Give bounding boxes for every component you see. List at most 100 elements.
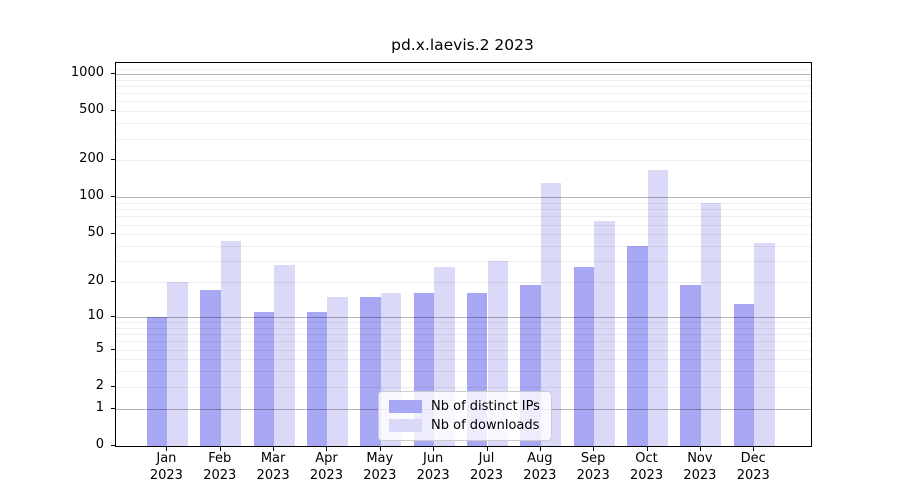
x-tick-year: 2023 bbox=[736, 467, 770, 483]
x-tick-label: Jul 2023 bbox=[459, 451, 515, 484]
y-tick-label: 1 bbox=[95, 399, 104, 415]
x-tick-year: 2023 bbox=[523, 467, 557, 483]
y-tick-label: 0 bbox=[95, 437, 104, 452]
bar-distinct-ips bbox=[626, 246, 648, 446]
x-tick-label: Mar 2023 bbox=[245, 451, 301, 484]
gridline bbox=[116, 138, 811, 140]
y-tick-mark bbox=[111, 159, 115, 161]
bar-distinct-ips bbox=[360, 296, 381, 446]
gridline bbox=[116, 123, 811, 125]
y-tick-label: 10 bbox=[87, 307, 104, 323]
legend-label-distinct-ips: Nb of distinct IPs bbox=[431, 399, 540, 414]
y-tick-mark bbox=[111, 407, 115, 409]
x-tick-mark bbox=[699, 447, 701, 451]
legend-row-distinct-ips: Nb of distinct IPs bbox=[389, 397, 540, 416]
x-tick-month: Feb bbox=[208, 451, 232, 466]
x-tick-month: Apr bbox=[315, 451, 338, 466]
x-tick-month: Jun bbox=[422, 451, 444, 466]
gridline bbox=[116, 316, 811, 318]
x-tick-mark bbox=[593, 447, 595, 451]
x-tick-label: Dec 2023 bbox=[725, 451, 781, 484]
gridline bbox=[116, 349, 811, 351]
gridline bbox=[116, 111, 811, 113]
bar-downloads bbox=[754, 243, 775, 446]
y-tick-mark bbox=[111, 110, 115, 112]
x-tick-month: Oct bbox=[635, 451, 658, 466]
x-tick-label: Apr 2023 bbox=[298, 451, 354, 484]
gridline bbox=[116, 197, 811, 199]
x-tick-year: 2023 bbox=[469, 467, 504, 483]
x-tick-year: 2023 bbox=[416, 467, 450, 483]
bar-distinct-ips bbox=[146, 316, 168, 446]
x-tick-mark bbox=[486, 447, 488, 451]
gridline bbox=[116, 359, 811, 361]
gridline bbox=[116, 234, 811, 236]
bar-downloads bbox=[274, 264, 295, 446]
gridline bbox=[116, 203, 811, 205]
x-tick-mark bbox=[326, 447, 328, 451]
x-tick-month: Dec bbox=[740, 451, 766, 466]
x-tick-label: Aug 2023 bbox=[512, 451, 568, 484]
legend-swatch-downloads bbox=[389, 419, 422, 432]
bar-downloads bbox=[220, 241, 242, 446]
x-tick-mark bbox=[539, 447, 541, 451]
y-tick-label: 5 bbox=[95, 340, 104, 356]
y-tick-label: 200 bbox=[79, 151, 104, 167]
y-tick-mark bbox=[111, 72, 115, 74]
gridline bbox=[116, 371, 811, 373]
y-tick-label: 2 bbox=[95, 377, 104, 393]
gridline bbox=[116, 85, 811, 87]
legend-swatch-distinct-ips bbox=[389, 400, 422, 413]
legend-label-downloads: Nb of downloads bbox=[431, 418, 540, 433]
gridline bbox=[116, 282, 811, 284]
chart-title: pd.x.laevis.2 2023 bbox=[391, 36, 534, 54]
y-tick-mark bbox=[111, 445, 115, 446]
bar-downloads bbox=[594, 221, 615, 446]
x-tick-month: Jul bbox=[478, 451, 495, 466]
x-tick-label: Feb 2023 bbox=[192, 451, 248, 484]
x-tick-mark bbox=[219, 447, 221, 451]
bar-downloads bbox=[327, 296, 349, 446]
bar-distinct-ips bbox=[573, 266, 595, 446]
gridline bbox=[116, 261, 811, 263]
y-tick-label: 1000 bbox=[70, 64, 104, 80]
x-tick-month: Aug bbox=[527, 451, 553, 466]
x-tick-year: 2023 bbox=[309, 467, 343, 483]
x-tick-year: 2023 bbox=[576, 467, 610, 483]
gridline bbox=[116, 334, 811, 336]
y-tick-mark bbox=[111, 233, 115, 235]
y-tick-mark bbox=[111, 385, 115, 387]
gridline bbox=[116, 341, 811, 343]
x-tick-label: Sep 2023 bbox=[565, 451, 621, 484]
gridline bbox=[116, 68, 811, 70]
x-tick-label: Oct 2023 bbox=[619, 451, 675, 484]
y-tick-mark bbox=[111, 281, 115, 283]
bar-downloads bbox=[540, 183, 562, 446]
x-tick-mark bbox=[753, 447, 755, 451]
y-tick-mark bbox=[111, 348, 115, 350]
x-tick-year: 2023 bbox=[683, 467, 717, 483]
x-tick-mark bbox=[273, 447, 275, 451]
gridline bbox=[116, 386, 811, 388]
x-tick-year: 2023 bbox=[363, 467, 397, 483]
x-tick-month: Mar bbox=[260, 451, 286, 466]
gridline bbox=[116, 73, 811, 75]
bar-downloads bbox=[700, 203, 722, 446]
x-tick-label: Jun 2023 bbox=[405, 451, 461, 484]
x-tick-mark bbox=[433, 447, 435, 451]
y-tick-label: 20 bbox=[87, 273, 104, 289]
bar-distinct-ips bbox=[733, 303, 755, 446]
x-tick-month: Jan bbox=[156, 451, 177, 466]
y-tick-label: 50 bbox=[87, 225, 104, 241]
x-tick-mark bbox=[646, 447, 648, 451]
y-tick-label: 100 bbox=[79, 188, 104, 204]
x-tick-mark bbox=[166, 447, 168, 451]
x-tick-label: Jan 2023 bbox=[138, 451, 194, 484]
bar-distinct-ips bbox=[680, 284, 701, 446]
legend: Nb of distinct IPs Nb of downloads bbox=[378, 391, 552, 441]
bar-downloads bbox=[167, 282, 188, 446]
x-tick-label: May 2023 bbox=[352, 451, 408, 484]
x-tick-month: May bbox=[366, 451, 394, 466]
plot-area bbox=[115, 62, 812, 447]
x-tick-year: 2023 bbox=[256, 467, 290, 483]
